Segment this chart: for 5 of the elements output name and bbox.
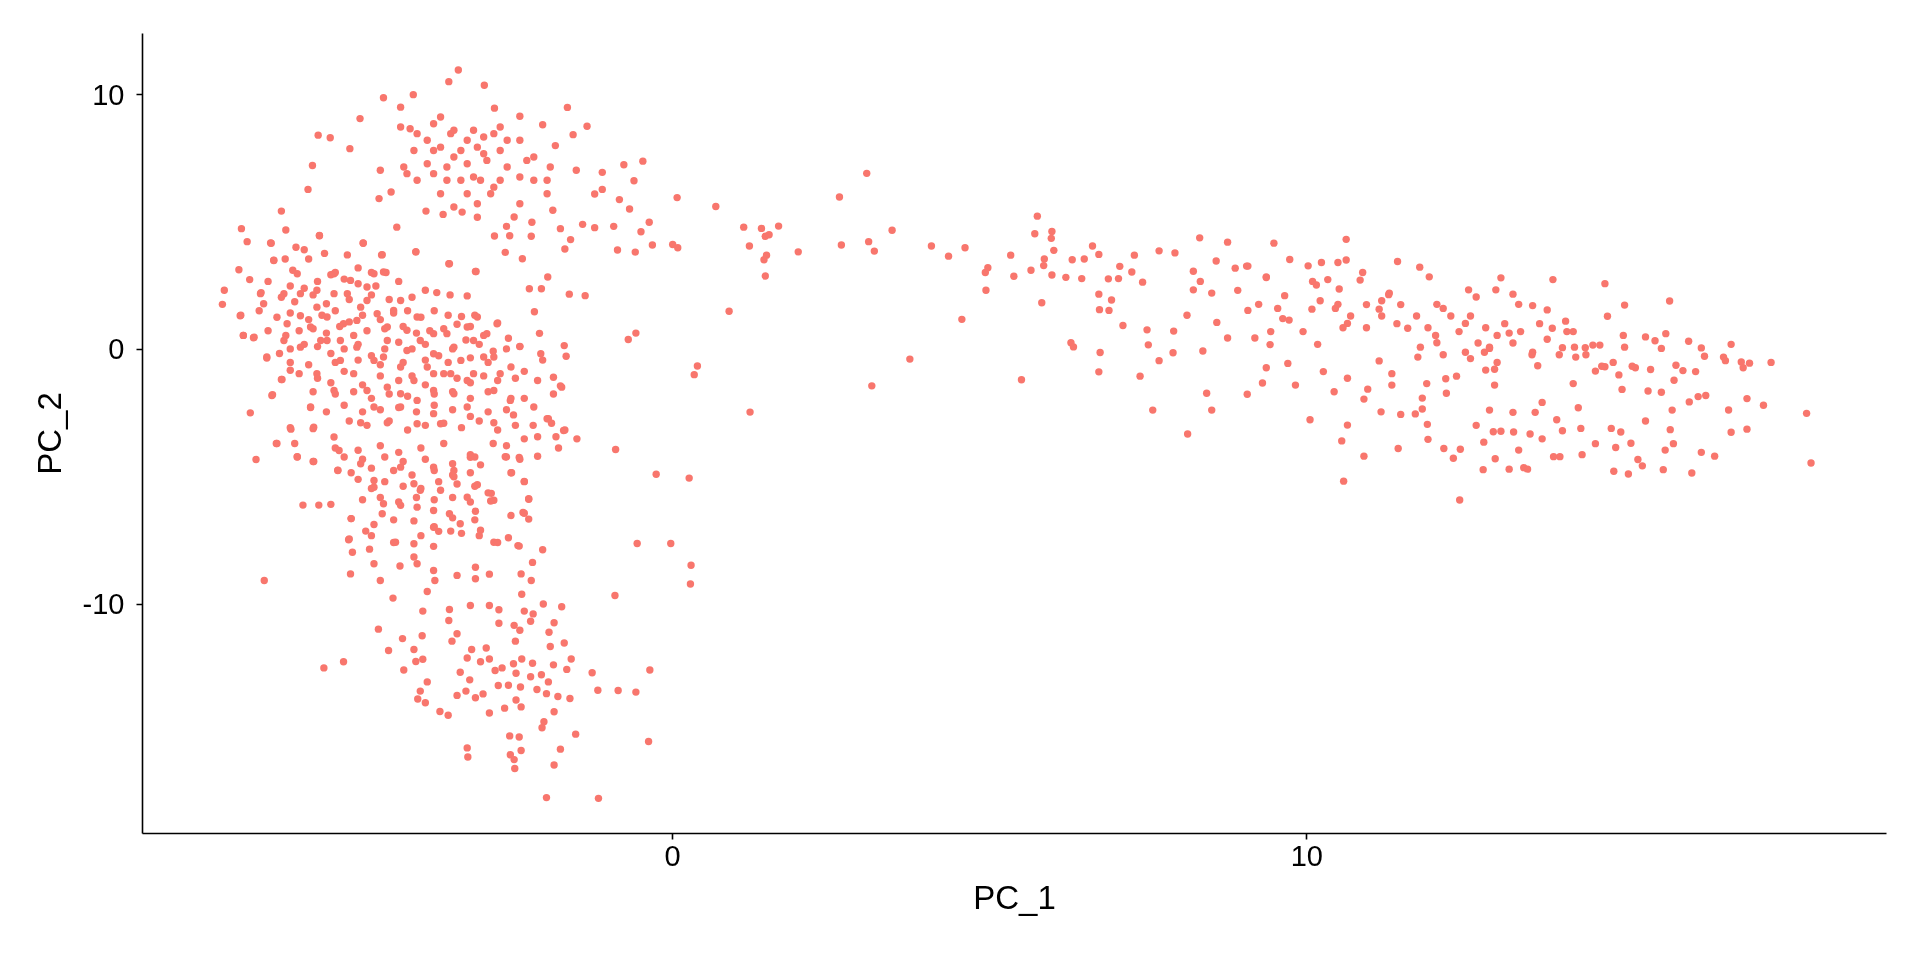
y-axis-title: PC_2 xyxy=(30,392,68,475)
x-axis-title: PC_1 xyxy=(973,878,1056,916)
y-tick-label: 0 xyxy=(108,333,125,366)
y-tick-label: 10 xyxy=(92,78,125,111)
y-tick-label: -10 xyxy=(82,588,125,621)
